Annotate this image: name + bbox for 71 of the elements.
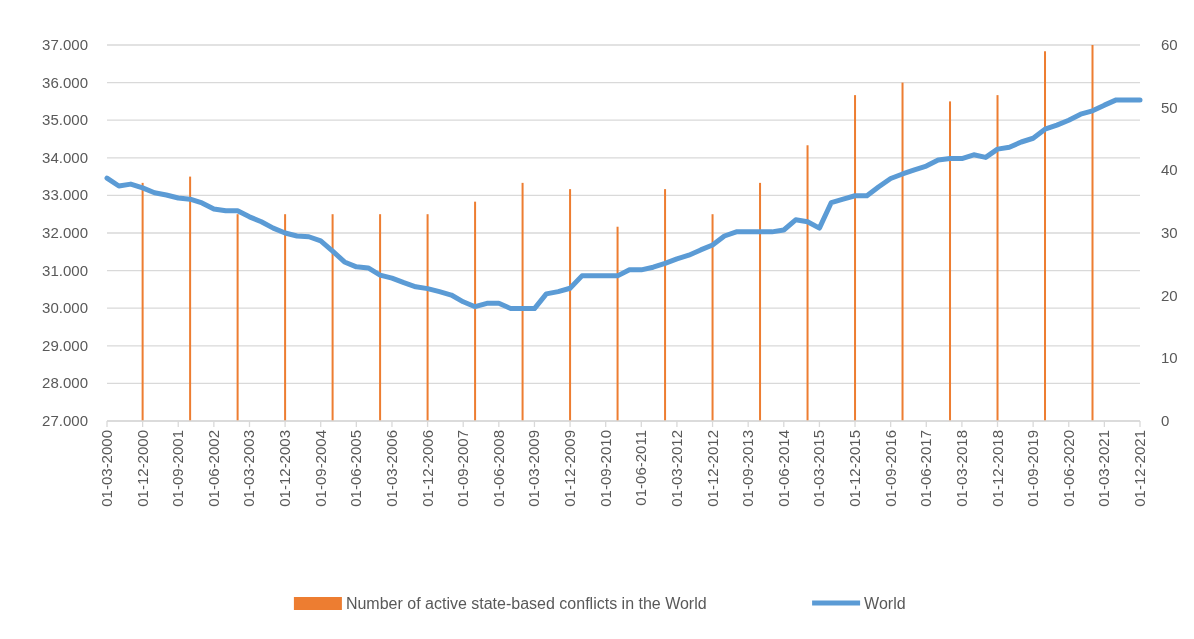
- x-tick-label: 01-09-2016: [881, 430, 899, 507]
- x-tick-label: 01-03-2003: [240, 430, 258, 507]
- bar: [616, 226, 619, 421]
- bar: [949, 101, 952, 421]
- y2-tick-label: 10: [1161, 349, 1178, 367]
- x-tick-label: 01-03-2000: [98, 430, 115, 507]
- y-tick-label: 35.000: [42, 111, 88, 129]
- x-tick-label: 01-09-2004: [311, 430, 329, 507]
- bar: [426, 214, 429, 421]
- x-tick-label: 01-09-2019: [1024, 430, 1042, 507]
- x-tick-label: 01-09-2013: [739, 430, 757, 507]
- bar: [236, 214, 239, 421]
- y-tick-label: 30.000: [42, 299, 88, 317]
- bar: [521, 182, 524, 421]
- y-tick-label: 31.000: [42, 261, 88, 279]
- x-tick-label: 01-09-2001: [169, 430, 187, 507]
- x-tick-label: 01-12-2000: [133, 430, 151, 507]
- x-tick-label: 01-06-2002: [204, 430, 222, 507]
- y-tick-label: 32.000: [42, 224, 88, 241]
- y-tick-label: 29.000: [42, 336, 88, 354]
- bar: [141, 182, 144, 421]
- x-tick-label: 01-06-2014: [774, 430, 792, 507]
- x-tick-label: 01-03-2006: [382, 430, 400, 507]
- bar: [901, 82, 904, 421]
- bar: [331, 214, 334, 421]
- y-tick-label: 37.000: [42, 36, 88, 53]
- x-tick-label: 01-03-2018: [952, 430, 970, 507]
- x-tick-label: 01-06-2020: [1059, 430, 1077, 507]
- legend-label: Number of active state-based conflicts in the World: [345, 595, 707, 612]
- x-tick-label: 01-12-2003: [276, 430, 294, 507]
- x-tick-label: 01-06-2017: [917, 430, 935, 507]
- bar: [664, 189, 667, 421]
- y2-tick-label: 30: [1161, 224, 1178, 241]
- bar: [189, 176, 192, 421]
- y2-tick-label: 60: [1161, 36, 1178, 53]
- x-tick-label: 01-09-2007: [454, 430, 472, 507]
- x-tick-label: 01-12-2021: [1131, 430, 1148, 507]
- y-tick-label: 33.000: [42, 186, 88, 204]
- y-tick-label: 28.000: [42, 374, 88, 392]
- x-tick-label: 01-09-2010: [596, 430, 614, 507]
- y-tick-label: 34.000: [42, 148, 88, 166]
- y-tick-label: 36.000: [42, 73, 88, 91]
- x-tick-label: 01-12-2012: [703, 430, 721, 507]
- x-tick-label: 01-03-2012: [667, 430, 685, 507]
- y2-tick-label: 50: [1161, 98, 1178, 116]
- bar: [996, 95, 999, 421]
- bar: [474, 201, 477, 421]
- bar: [569, 189, 572, 421]
- bar: [759, 182, 762, 421]
- y2-tick-label: 20: [1161, 286, 1178, 304]
- x-tick-label: 01-12-2006: [418, 430, 436, 507]
- legend-label: World: [864, 595, 906, 612]
- x-tick-label: 01-12-2018: [988, 430, 1006, 507]
- x-tick-label: 01-03-2009: [525, 430, 543, 507]
- x-tick-label: 01-06-2008: [489, 430, 507, 507]
- bar: [806, 145, 809, 421]
- y-tick-label: 27.000: [42, 412, 88, 429]
- x-tick-label: 01-03-2015: [810, 430, 828, 507]
- bar: [379, 214, 382, 421]
- x-tick-label: 01-06-2011: [632, 430, 650, 506]
- x-tick-label: 01-03-2021: [1095, 430, 1113, 507]
- bar: [284, 214, 287, 421]
- bar: [854, 95, 857, 421]
- x-tick-label: 01-12-2015: [846, 430, 864, 507]
- bar: [1044, 51, 1047, 421]
- bar: [711, 214, 714, 421]
- y2-tick-label: 40: [1161, 161, 1178, 179]
- bar: [1091, 45, 1094, 421]
- y2-tick-label: 0: [1161, 412, 1170, 429]
- x-tick-label: 01-06-2005: [347, 430, 365, 507]
- x-tick-label: 01-12-2009: [561, 430, 579, 507]
